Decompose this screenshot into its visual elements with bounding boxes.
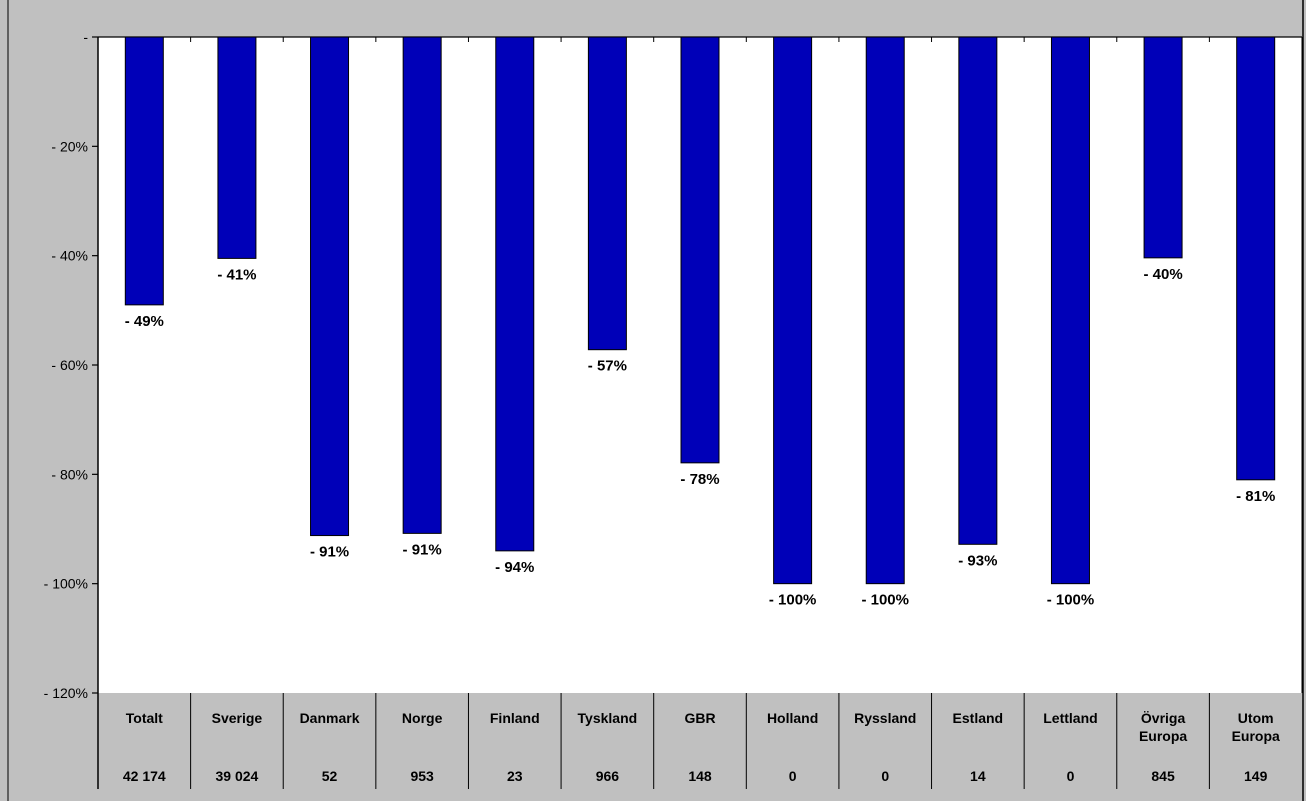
bar	[495, 36, 535, 552]
data-label: - 94%	[495, 559, 534, 576]
data-label: - 91%	[310, 544, 349, 561]
data-label: - 93%	[958, 552, 997, 569]
category-label: Europa	[1232, 728, 1280, 744]
category-label: Finland	[490, 710, 540, 726]
data-table-area	[98, 693, 1302, 789]
bar	[865, 36, 905, 585]
table-value: 0	[881, 768, 889, 784]
y-tick-label: - 120%	[44, 685, 88, 701]
y-tick-label: - 40%	[51, 248, 88, 264]
data-label: - 40%	[1143, 266, 1182, 283]
category-label: Danmark	[300, 710, 360, 726]
table-value: 0	[789, 768, 797, 784]
data-label: - 81%	[1236, 488, 1275, 505]
bar	[402, 36, 442, 534]
bar	[217, 36, 257, 259]
y-tick-label: -	[83, 29, 88, 45]
category-label: GBR	[684, 710, 715, 726]
category-label: Utom	[1238, 710, 1274, 726]
category-label: Europa	[1139, 728, 1187, 744]
table-value: 953	[410, 768, 434, 784]
category-label: Lettland	[1043, 710, 1097, 726]
data-label: - 41%	[217, 266, 256, 283]
bar	[587, 36, 627, 351]
y-tick-label: - 60%	[51, 357, 88, 373]
category-label: Estland	[953, 710, 1004, 726]
data-label: - 49%	[125, 313, 164, 330]
category-label: Norge	[402, 710, 443, 726]
data-label: - 57%	[588, 358, 627, 375]
bar	[958, 36, 998, 545]
category-label: Holland	[767, 710, 818, 726]
bar	[680, 36, 720, 464]
bar	[310, 36, 350, 537]
table-value: 14	[970, 768, 986, 784]
data-label: - 100%	[1047, 592, 1095, 609]
table-value: 42 174	[123, 768, 166, 784]
table-value: 966	[596, 768, 620, 784]
bar	[1236, 36, 1276, 481]
category-label: Totalt	[126, 710, 163, 726]
y-tick-label: - 80%	[51, 466, 88, 482]
data-label: - 78%	[680, 471, 719, 488]
data-label: - 91%	[403, 541, 442, 558]
table-value: 23	[507, 768, 523, 784]
y-tick-label: - 20%	[51, 138, 88, 154]
y-tick-label: - 100%	[44, 576, 88, 592]
data-label: - 100%	[769, 592, 817, 609]
category-label: Övriga	[1141, 710, 1186, 726]
bar	[773, 36, 813, 585]
bar	[124, 36, 164, 306]
table-value: 0	[1067, 768, 1075, 784]
category-label: Sverige	[212, 710, 263, 726]
table-value: 39 024	[216, 768, 259, 784]
table-value: 149	[1244, 768, 1268, 784]
data-label: - 100%	[861, 592, 909, 609]
category-label: Ryssland	[854, 710, 916, 726]
bar	[1143, 36, 1183, 259]
table-value: 52	[322, 768, 338, 784]
bar	[1050, 36, 1090, 585]
table-value: 148	[688, 768, 712, 784]
category-label: Tyskland	[578, 710, 638, 726]
table-value: 845	[1151, 768, 1175, 784]
